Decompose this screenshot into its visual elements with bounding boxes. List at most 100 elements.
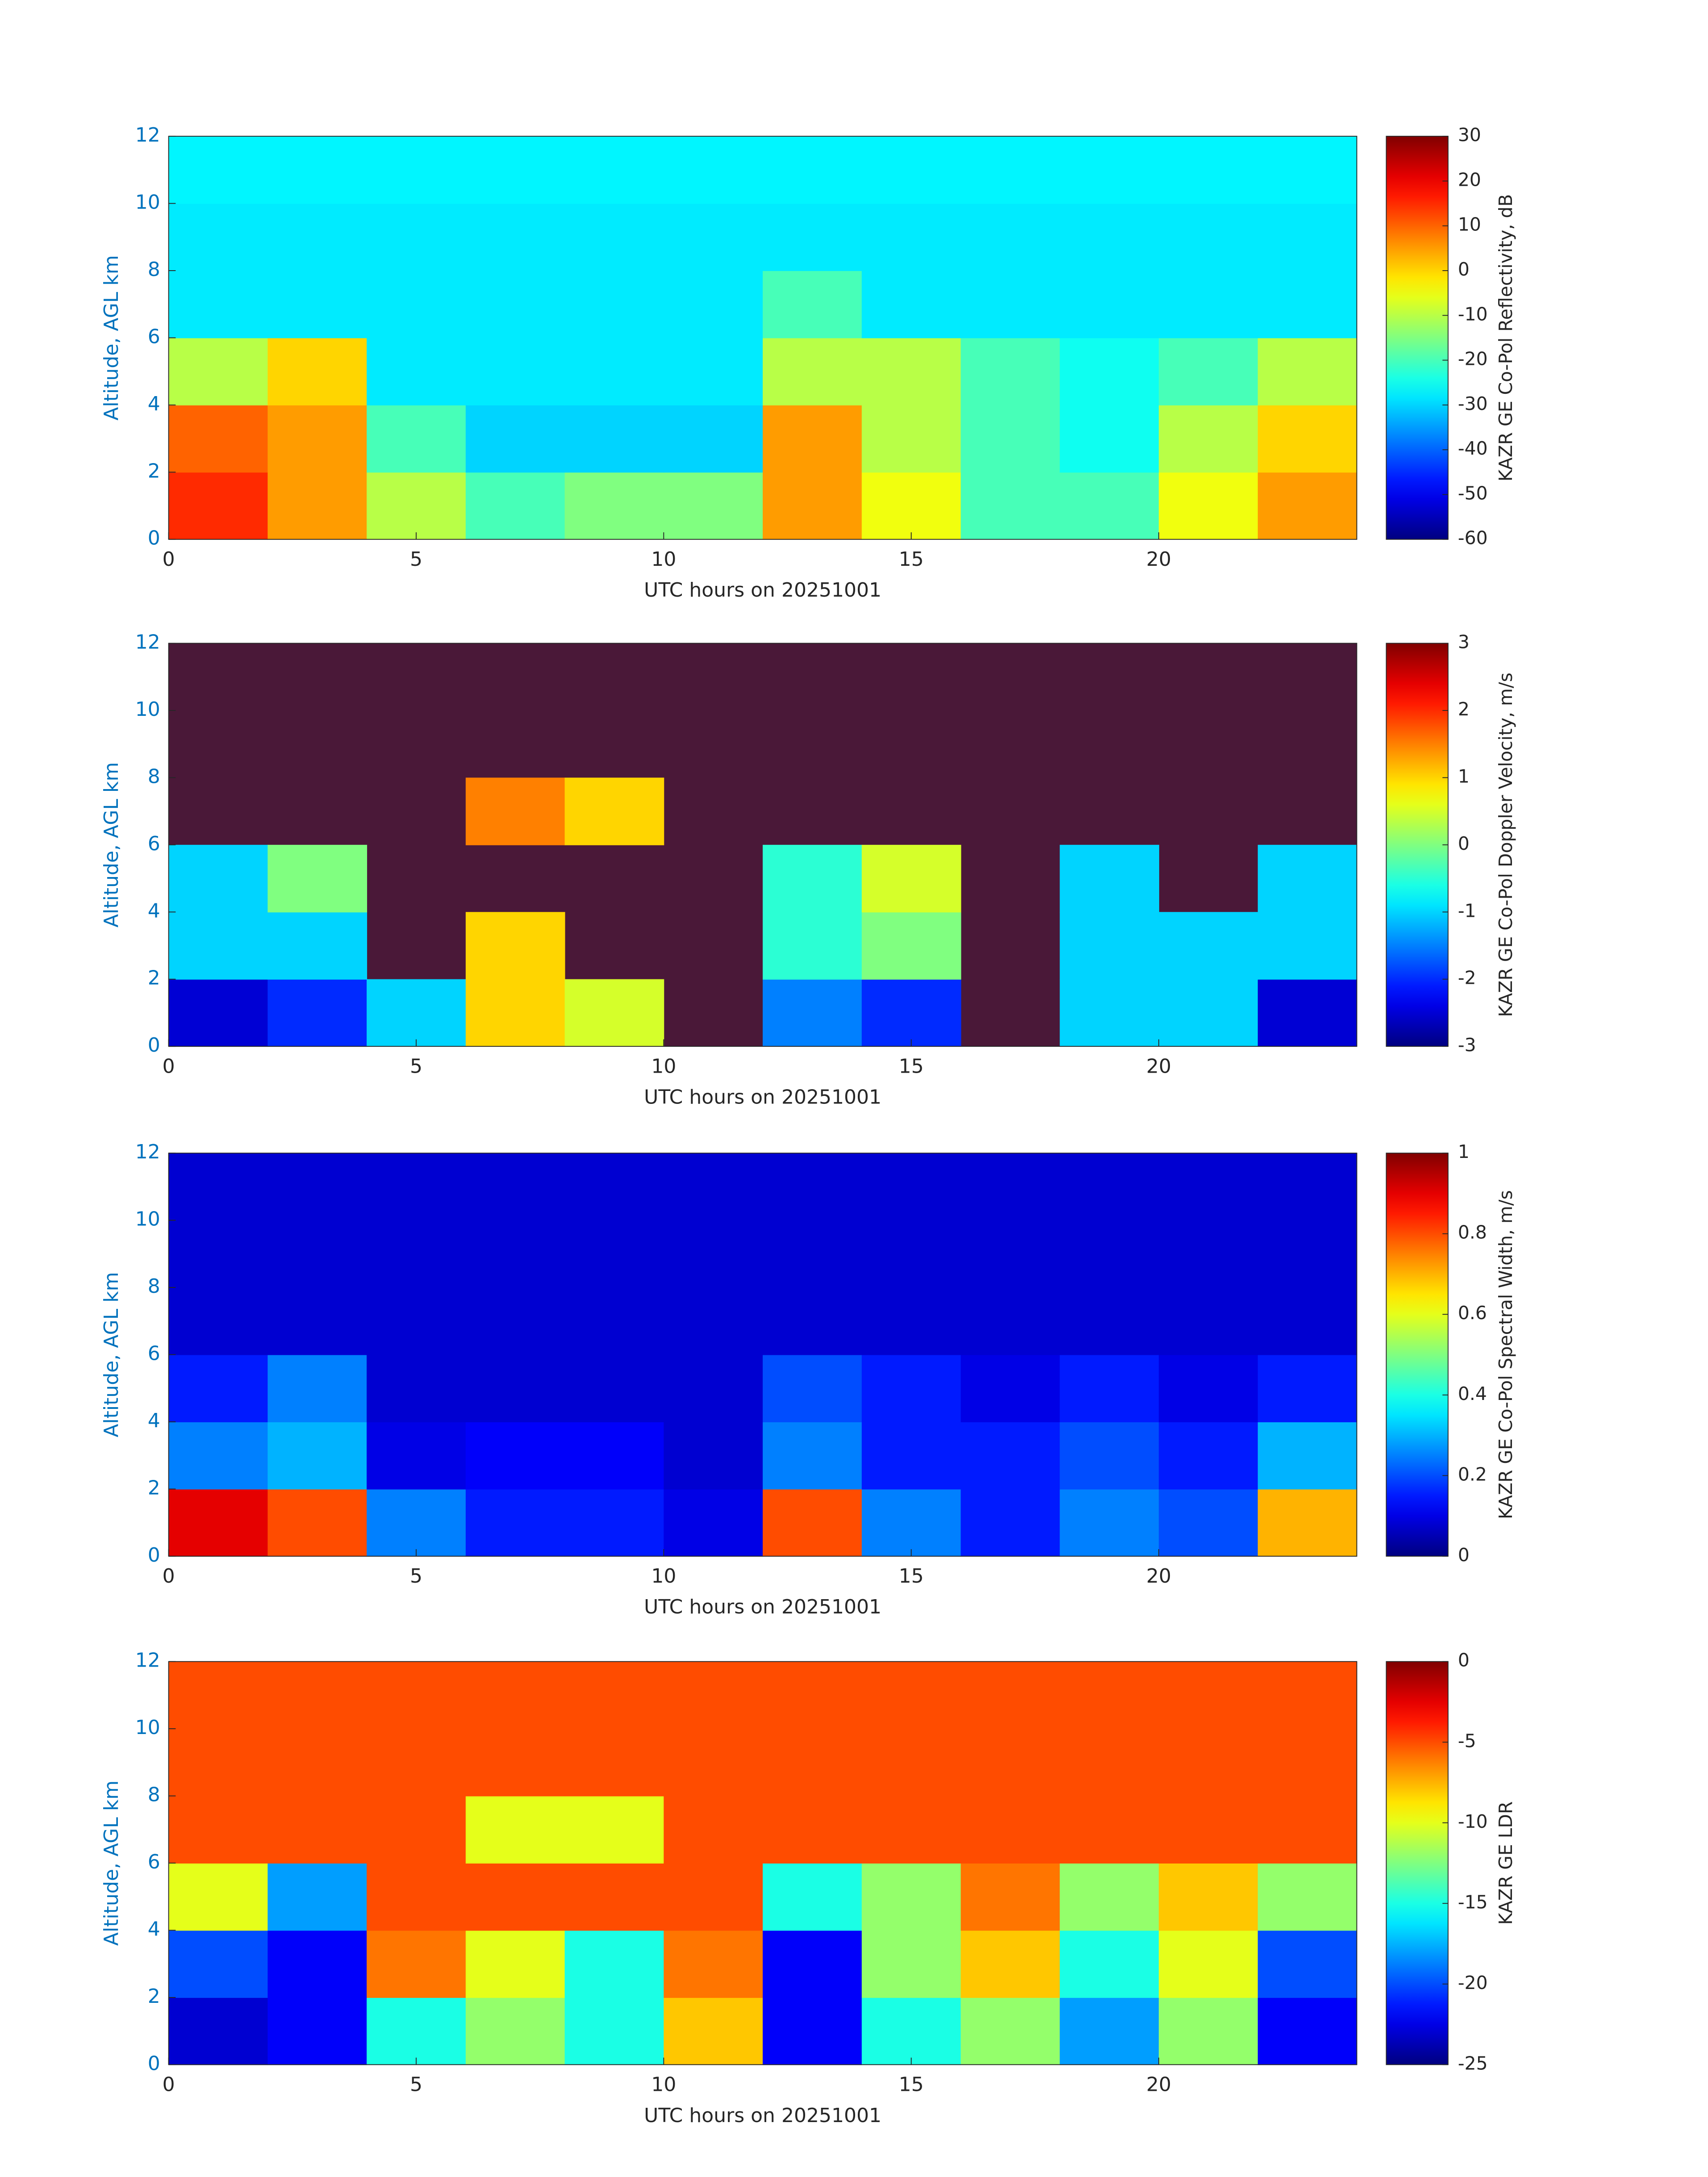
- heat-cell: [564, 1930, 664, 1998]
- colorbar-tick-label: -40: [1458, 438, 1488, 459]
- heat-cell: [367, 270, 466, 338]
- heat-cell: [861, 1153, 961, 1221]
- heat-cell: [1159, 1796, 1258, 1864]
- heat-cell: [861, 1421, 961, 1490]
- heat-cell: [367, 472, 466, 540]
- heat-cell: [168, 136, 268, 204]
- heat-cell: [168, 1153, 268, 1221]
- colorbar-tick-label: -2: [1458, 967, 1476, 989]
- heat-cell: [564, 1661, 664, 1730]
- x-tick-label: 15: [899, 548, 924, 571]
- heat-cell: [465, 405, 565, 473]
- heat-cell: [960, 1863, 1061, 1931]
- heat-cell: [564, 1220, 664, 1288]
- x-axis-label: UTC hours on 20251001: [644, 1596, 881, 1618]
- x-tick-label: 20: [1146, 1055, 1171, 1078]
- heat-cell: [168, 405, 268, 473]
- heat-cell: [1159, 1661, 1258, 1730]
- y-axis-label: Altitude, AGL km: [100, 762, 123, 928]
- heat-cell: [1060, 844, 1159, 913]
- x-tick-label: 5: [410, 548, 422, 571]
- heat-cell: [564, 1287, 664, 1355]
- heat-cell: [763, 1287, 862, 1355]
- heat-cell: [763, 1930, 862, 1998]
- heat-cell: [1257, 1997, 1357, 2065]
- x-tick-label: 5: [410, 1055, 422, 1078]
- y-tick-label: 6: [148, 325, 160, 348]
- x-tick-label: 0: [163, 1565, 175, 1588]
- colorbar-tick-label: 1: [1458, 765, 1470, 787]
- heat-cell: [664, 1729, 764, 1797]
- heat-cell: [664, 1796, 764, 1864]
- y-tick-label: 6: [148, 832, 160, 855]
- heat-cell: [367, 1661, 466, 1730]
- heat-cell: [861, 270, 961, 338]
- x-tick-label: 20: [1146, 2073, 1171, 2096]
- heat-cell: [763, 1997, 862, 2065]
- heat-cell: [465, 912, 565, 980]
- heat-cell: [1159, 1287, 1258, 1355]
- heat-cell: [465, 777, 565, 845]
- heat-cell: [367, 1729, 466, 1797]
- heat-cell: [861, 1863, 961, 1931]
- x-axis-label: UTC hours on 20251001: [644, 1086, 881, 1109]
- colorbar-tick-label: -5: [1458, 1730, 1476, 1751]
- heat-cell: [168, 979, 268, 1047]
- heat-cell: [1060, 1661, 1159, 1730]
- colorbar-tick-label: 3: [1458, 631, 1470, 652]
- heat-cell: [1159, 472, 1258, 540]
- heat-cell: [465, 1661, 565, 1730]
- heat-cell: [367, 1796, 466, 1864]
- heat-cell: [1257, 338, 1357, 405]
- heat-cell: [1159, 405, 1258, 473]
- heat-cell: [1060, 203, 1159, 271]
- x-tick-label: 20: [1146, 1565, 1171, 1588]
- heat-cell: [267, 1220, 367, 1288]
- heat-cell: [763, 1729, 862, 1797]
- heat-cell: [664, 136, 764, 204]
- heat-cell: [564, 405, 664, 473]
- y-tick-label: 4: [148, 1918, 160, 1941]
- heat-cell: [1060, 1220, 1159, 1288]
- x-tick-label: 20: [1146, 548, 1171, 571]
- heat-cell: [1257, 1930, 1357, 1998]
- heat-cell: [1257, 1729, 1357, 1797]
- heat-cell: [168, 1354, 268, 1422]
- heat-cell: [861, 1287, 961, 1355]
- heat-cell: [267, 1729, 367, 1797]
- heat-cell: [168, 1796, 268, 1864]
- colorbar-tick-label: 2: [1458, 698, 1470, 720]
- heat-cell: [1257, 1661, 1357, 1730]
- y-tick-label: 6: [148, 1342, 160, 1365]
- heat-cell: [564, 203, 664, 271]
- heat-cell: [664, 1220, 764, 1288]
- heat-cell: [1159, 1489, 1258, 1557]
- colorbar-tick-label: 1: [1458, 1141, 1470, 1162]
- x-tick-label: 15: [899, 1055, 924, 1078]
- y-tick-label: 12: [135, 1141, 160, 1163]
- colorbar: [1386, 1661, 1449, 2065]
- colorbar-label: KAZR GE LDR: [1495, 1801, 1516, 1925]
- x-tick-label: 0: [163, 1055, 175, 1078]
- heat-cell: [1159, 1153, 1258, 1221]
- heat-cell: [1159, 203, 1258, 271]
- y-tick-label: 10: [135, 698, 160, 721]
- heat-cell: [564, 979, 664, 1047]
- heat-cell: [168, 1661, 268, 1730]
- colorbar-tick-label: -25: [1458, 2052, 1488, 2074]
- heat-cell: [168, 1287, 268, 1355]
- colorbar-tick-label: 0: [1458, 259, 1470, 280]
- colorbar-tick-label: 30: [1458, 124, 1481, 146]
- heat-cell: [367, 1930, 466, 1998]
- colorbar-tick-label: -10: [1458, 303, 1488, 325]
- x-tick-label: 10: [651, 548, 676, 571]
- colorbar-tick-label: 20: [1458, 169, 1481, 190]
- heat-cell: [960, 1661, 1061, 1730]
- heat-cell: [664, 472, 764, 540]
- colorbar-tick-label: -30: [1458, 393, 1488, 414]
- heat-cell: [564, 1489, 664, 1557]
- heat-cell: [1257, 1421, 1357, 1490]
- heat-cell: [168, 1930, 268, 1998]
- heat-cell: [1060, 1354, 1159, 1422]
